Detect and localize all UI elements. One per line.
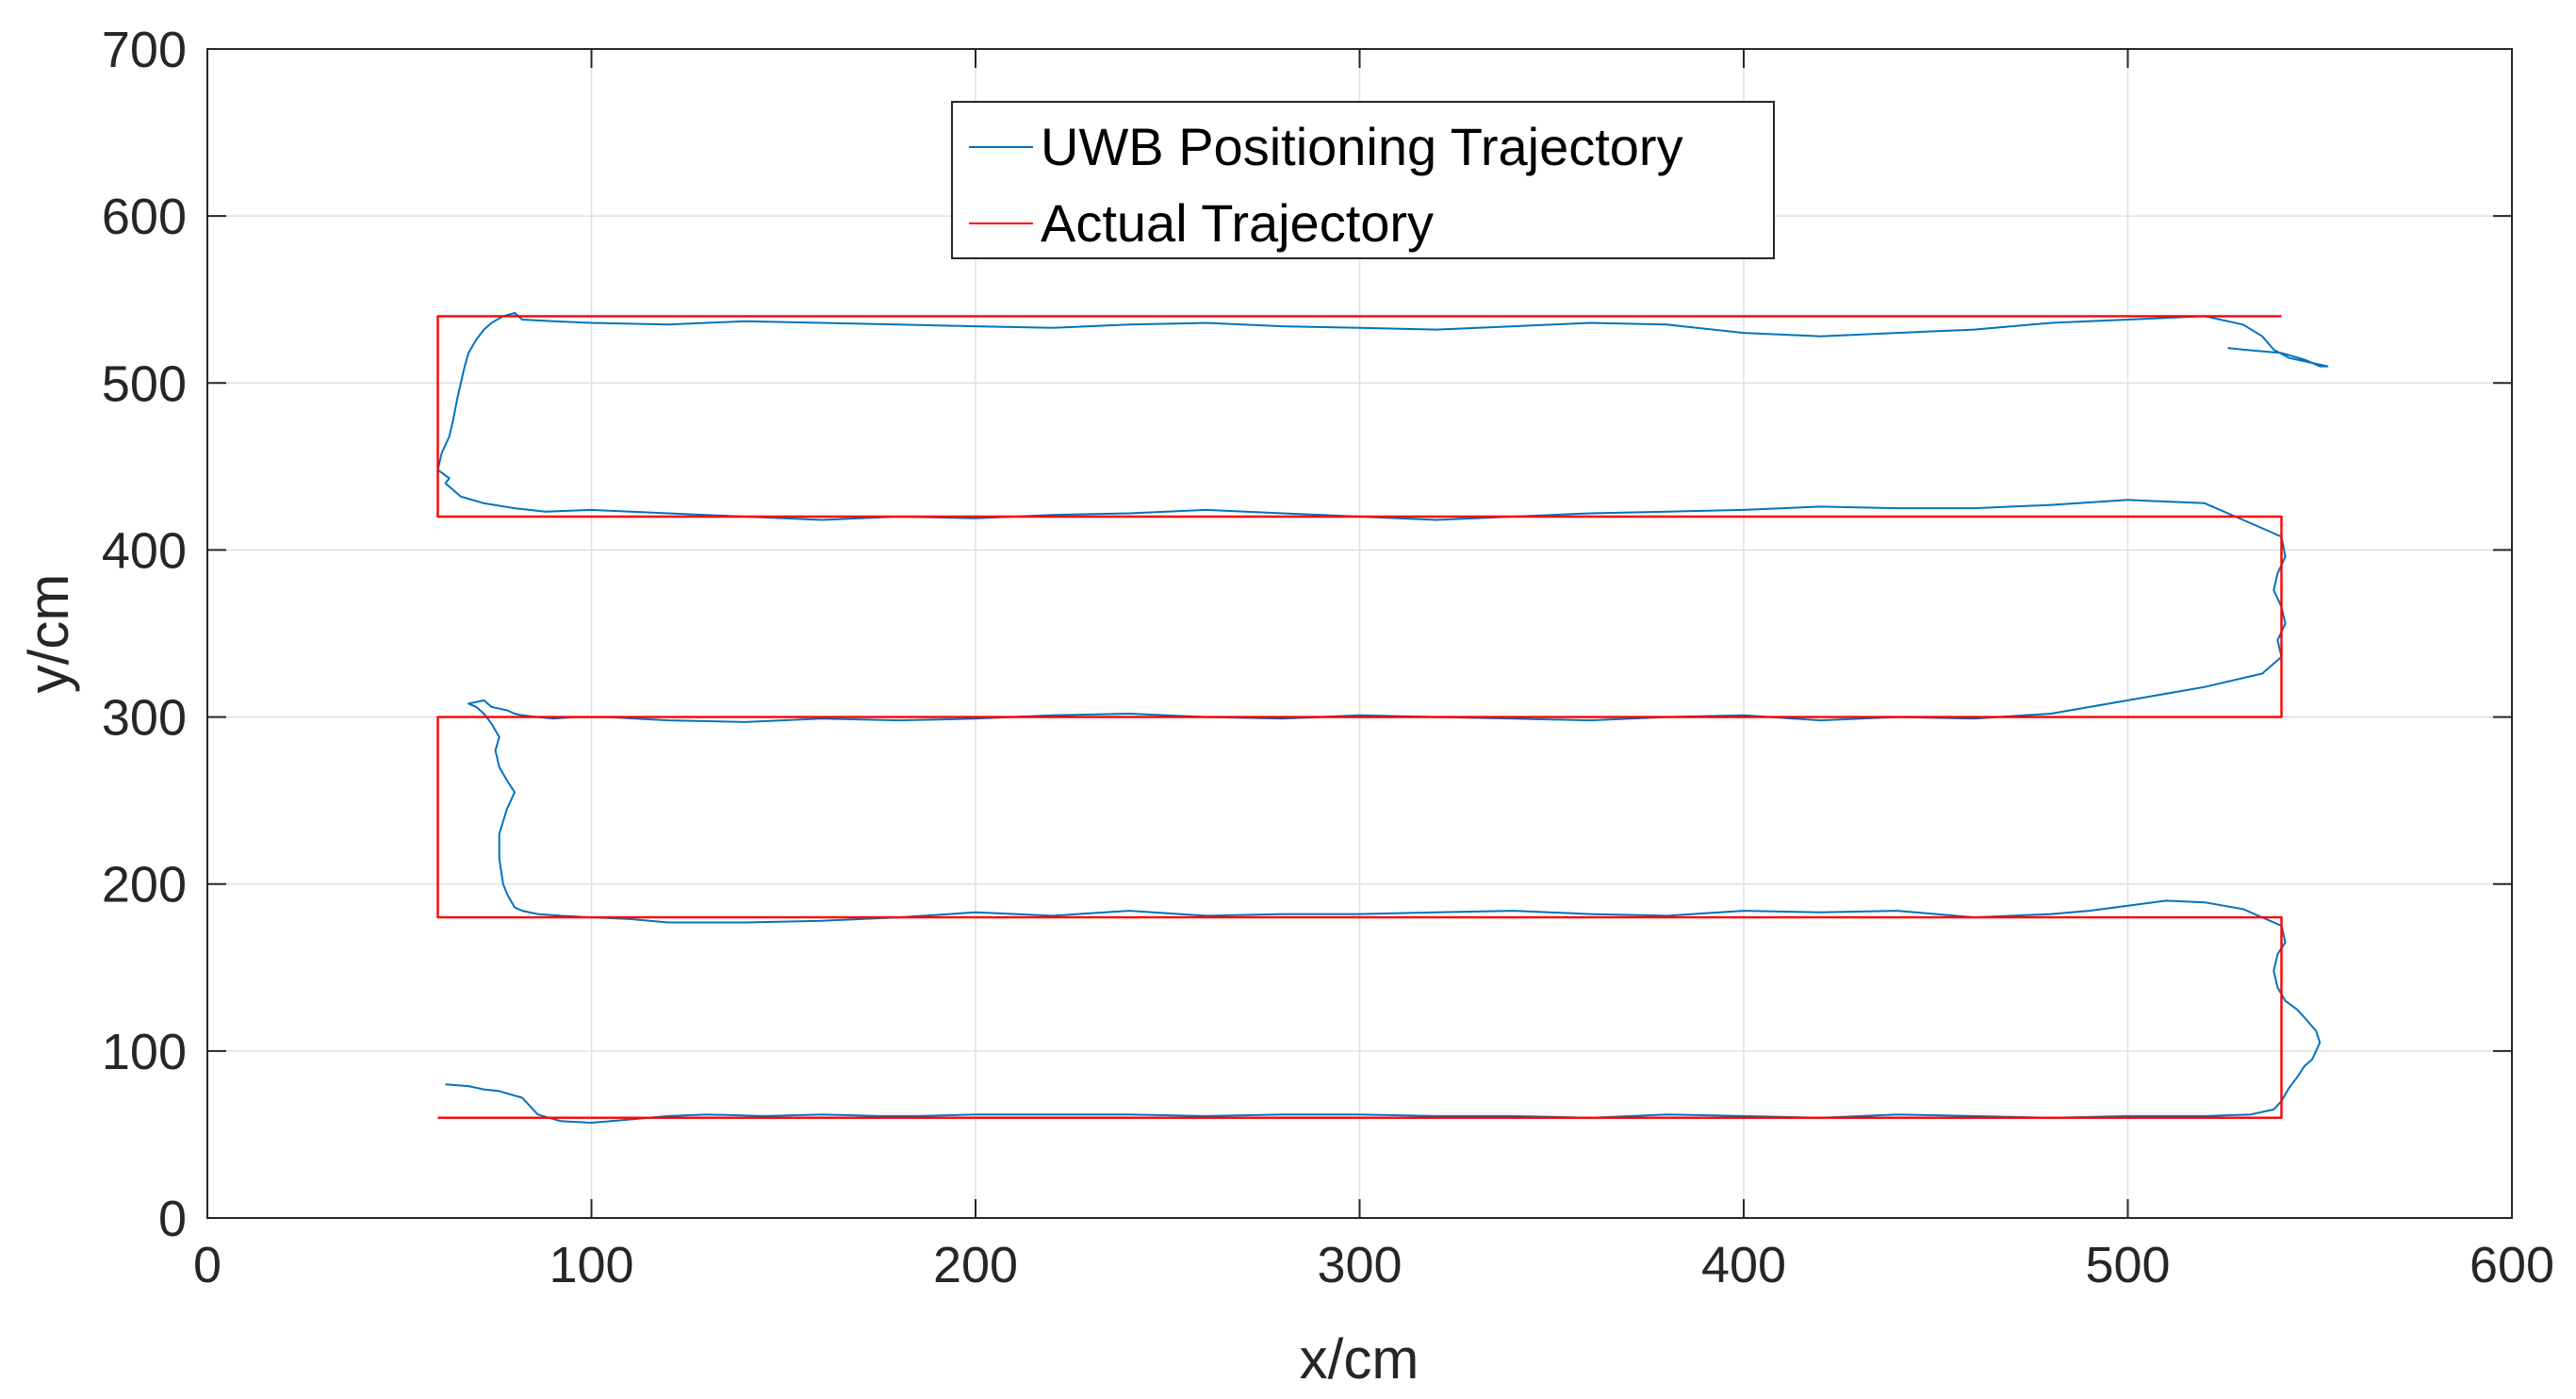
- legend-box: [951, 101, 1775, 259]
- x-tick-label: 300: [1317, 1237, 1402, 1293]
- x-tick-label: 200: [933, 1237, 1018, 1293]
- y-tick-label: 600: [102, 189, 187, 245]
- y-tick-label: 200: [102, 857, 187, 913]
- y-tick-label: 300: [102, 690, 187, 747]
- y-axis-label: y/cm: [17, 574, 80, 694]
- legend-label-actual: Actual Trajectory: [1041, 193, 1434, 253]
- y-tick-label: 400: [102, 522, 187, 579]
- series-uwb-positioning-trajectory: [436, 311, 2329, 1124]
- x-axis-label: x/cm: [1300, 1327, 1419, 1391]
- series-actual-trajectory: [436, 315, 2283, 1119]
- legend: UWB Positioning Trajectory Actual Trajec…: [951, 101, 1775, 259]
- y-tick-label: 500: [102, 355, 187, 412]
- y-tick-label: 0: [158, 1191, 187, 1247]
- x-tick-label: 400: [1701, 1237, 1786, 1293]
- x-tick-label: 600: [2469, 1237, 2554, 1293]
- x-tick-label: 100: [549, 1237, 633, 1293]
- axis-ticks: [206, 48, 2513, 1219]
- x-tick-label: 0: [193, 1237, 222, 1293]
- legend-label-uwb: UWB Positioning Trajectory: [1041, 117, 1683, 176]
- series-lines: [436, 311, 2329, 1124]
- y-tick-label: 700: [102, 22, 187, 78]
- y-tick-label: 100: [102, 1024, 187, 1080]
- tick-labels: 0 100 200 300 400 500 600 0 100 200 300 400 500 600 70…: [102, 22, 2554, 1293]
- x-tick-label: 500: [2085, 1237, 2170, 1293]
